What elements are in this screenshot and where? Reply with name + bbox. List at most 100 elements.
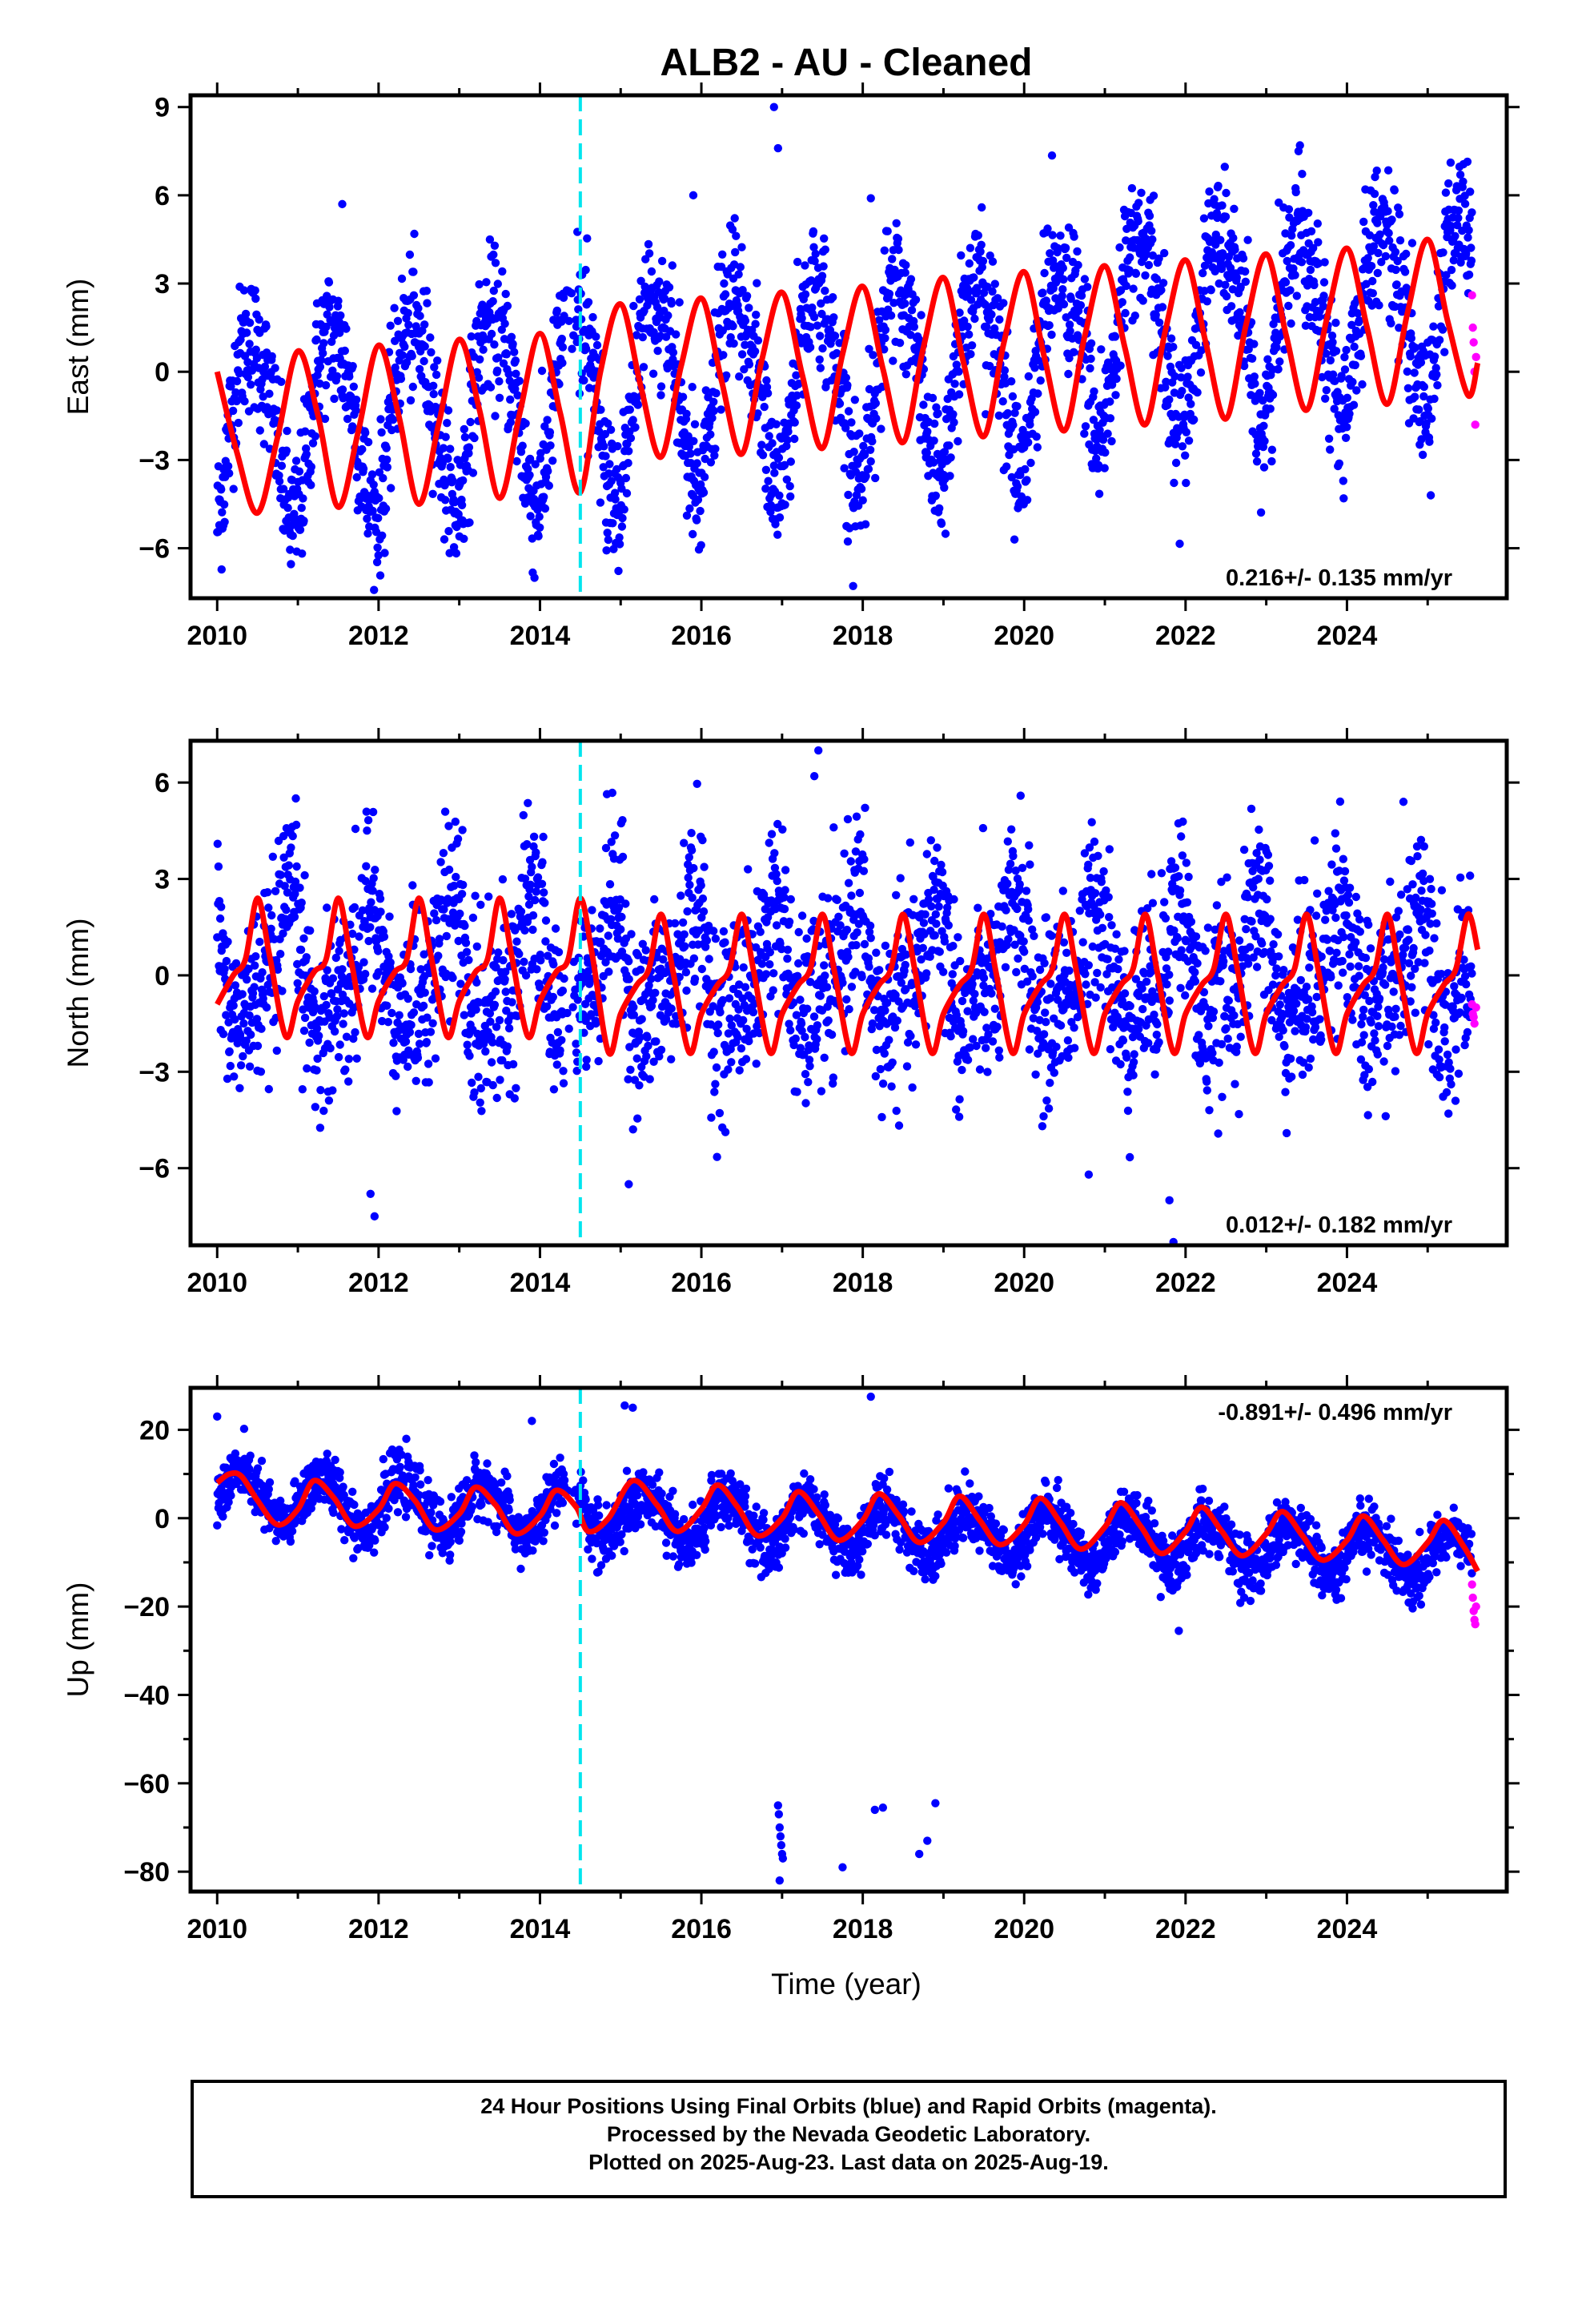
final-orbit-point — [472, 978, 481, 987]
final-orbit-point — [1036, 376, 1045, 385]
final-orbit-point — [1454, 214, 1463, 223]
final-orbit-point — [291, 794, 300, 803]
final-orbit-point — [1415, 416, 1425, 426]
final-orbit-point — [629, 1011, 638, 1019]
final-orbit-point — [484, 892, 493, 901]
final-orbit-point — [854, 919, 864, 929]
final-orbit-point — [1052, 1043, 1061, 1051]
final-orbit-point — [1141, 271, 1150, 280]
final-orbit-point — [376, 415, 385, 424]
final-orbit-point — [946, 453, 955, 462]
final-orbit-point — [1048, 231, 1057, 239]
final-orbit-point — [745, 304, 753, 312]
final-orbit-point — [1162, 377, 1170, 386]
final-orbit-point — [906, 331, 915, 340]
final-orbit-point — [1121, 308, 1130, 318]
final-orbit-point — [780, 893, 789, 902]
final-orbit-point — [644, 249, 654, 258]
final-orbit-point — [995, 315, 1004, 324]
final-orbit-point — [361, 428, 370, 437]
final-orbit-point — [897, 979, 906, 987]
final-orbit-point — [1103, 429, 1112, 438]
final-orbit-point — [633, 1114, 642, 1123]
final-orbit-point — [444, 822, 453, 830]
final-orbit-point — [625, 405, 634, 414]
final-orbit-point — [1259, 463, 1269, 472]
final-orbit-point — [1126, 1152, 1134, 1162]
final-orbit-point — [1054, 243, 1062, 253]
final-orbit-point — [339, 394, 347, 403]
final-orbit-point — [923, 427, 932, 436]
final-orbit-point — [672, 330, 681, 339]
final-orbit-point — [963, 1055, 973, 1064]
final-orbit-point — [1044, 1104, 1054, 1113]
final-orbit-point — [713, 1152, 721, 1161]
final-orbit-point — [926, 836, 936, 845]
final-orbit-point — [1100, 464, 1109, 472]
final-orbit-point — [949, 410, 958, 419]
final-orbit-point — [843, 814, 853, 824]
final-orbit-point — [1359, 217, 1368, 227]
final-orbit-point — [1197, 346, 1206, 355]
final-orbit-point — [432, 915, 441, 925]
final-orbit-point — [859, 866, 869, 875]
final-orbit-point — [621, 473, 631, 483]
final-orbit-point — [298, 1085, 307, 1094]
final-orbit-point — [1340, 365, 1350, 374]
final-orbit-point — [994, 1046, 1004, 1055]
final-orbit-point — [765, 432, 773, 440]
final-orbit-point — [1239, 254, 1248, 263]
final-orbit-point — [520, 957, 528, 967]
final-orbit-point — [871, 399, 881, 408]
final-orbit-point — [883, 227, 892, 235]
final-orbit-point — [446, 463, 455, 472]
final-orbit-point — [424, 1059, 433, 1068]
final-orbit-point — [312, 1066, 321, 1075]
final-orbit-point — [474, 373, 484, 382]
final-orbit-point — [501, 987, 510, 996]
final-orbit-point — [1024, 916, 1034, 925]
final-orbit-point — [405, 250, 415, 259]
final-orbit-point — [499, 955, 508, 965]
final-orbit-point — [335, 947, 343, 955]
final-orbit-point — [1025, 1045, 1034, 1054]
final-orbit-point — [1042, 1096, 1051, 1105]
final-orbit-point — [644, 1041, 652, 1051]
final-orbit-point — [856, 830, 865, 839]
final-orbit-point — [1000, 366, 1010, 375]
final-orbit-point — [909, 895, 918, 904]
final-orbit-point — [1319, 302, 1328, 311]
final-orbit-point — [823, 894, 833, 903]
final-orbit-point — [288, 531, 297, 541]
final-orbit-point — [1066, 327, 1074, 336]
final-orbit-point — [460, 424, 468, 434]
final-orbit-point — [1010, 535, 1019, 544]
final-orbit-point — [428, 489, 437, 498]
final-orbit-point — [794, 927, 803, 937]
final-orbit-point — [817, 1087, 826, 1096]
final-orbit-point — [1410, 368, 1419, 377]
final-orbit-point — [556, 1046, 564, 1055]
final-orbit-point — [1407, 239, 1417, 247]
final-orbit-point — [978, 256, 988, 266]
final-orbit-point — [693, 779, 701, 788]
final-orbit-point — [1077, 292, 1086, 300]
final-orbit-point — [462, 947, 472, 957]
final-orbit-point — [865, 344, 873, 353]
final-orbit-point — [949, 1017, 958, 1026]
final-orbit-point — [956, 956, 965, 966]
final-orbit-point — [431, 1054, 440, 1063]
final-orbit-point — [546, 441, 555, 450]
east-rate-label: 0.216+/- 0.135 mm/yr — [1226, 565, 1452, 591]
final-orbit-point — [1289, 264, 1298, 273]
final-orbit-point — [422, 287, 432, 296]
final-orbit-point — [406, 964, 416, 974]
final-orbit-point — [641, 946, 650, 955]
final-orbit-point — [516, 907, 526, 916]
final-orbit-point — [468, 1078, 476, 1088]
final-orbit-point — [295, 467, 304, 476]
final-orbit-point — [944, 921, 954, 930]
final-orbit-point — [481, 1047, 490, 1056]
final-orbit-point — [920, 930, 929, 939]
final-orbit-point — [1063, 1036, 1073, 1045]
